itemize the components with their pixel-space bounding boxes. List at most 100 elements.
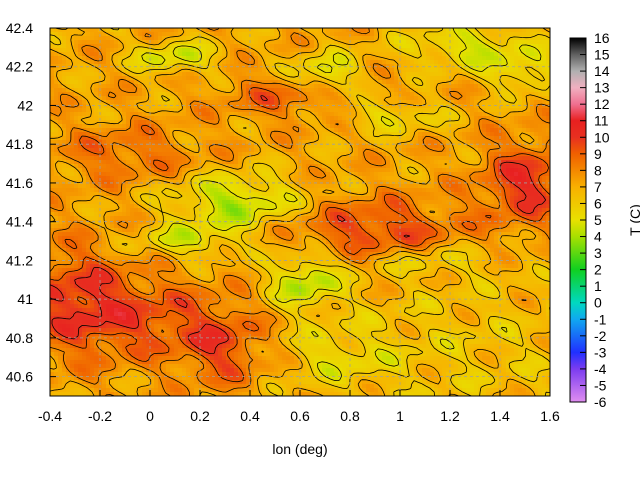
heat-cell <box>482 28 487 33</box>
heat-cell <box>342 184 347 189</box>
heat-cell <box>334 156 339 161</box>
heat-cell <box>462 60 467 65</box>
heat-cell <box>150 140 155 145</box>
heat-cell <box>182 112 187 117</box>
heat-cell <box>482 72 487 77</box>
heat-cell <box>450 176 455 181</box>
heat-cell <box>354 92 359 97</box>
heat-cell <box>270 112 275 117</box>
heat-cell <box>318 156 323 161</box>
heat-cell <box>78 92 83 97</box>
heat-cell <box>70 64 75 69</box>
heat-cell <box>146 140 151 145</box>
heat-cell <box>158 52 163 57</box>
heat-cell <box>314 172 319 177</box>
heat-cell <box>338 120 343 125</box>
heat-cell <box>390 56 395 61</box>
heat-cell <box>426 160 431 165</box>
heat-cell <box>222 160 227 165</box>
heat-cell <box>526 72 531 77</box>
heat-cell <box>146 56 151 61</box>
heat-cell <box>210 132 215 137</box>
heat-cell <box>418 176 423 181</box>
heat-cell <box>126 96 131 101</box>
heat-cell <box>490 56 495 61</box>
heat-cell <box>482 176 487 181</box>
heat-cell <box>222 96 227 101</box>
heat-cell <box>302 180 307 185</box>
heat-cell <box>178 52 183 57</box>
heat-cell <box>66 124 71 129</box>
heat-cell <box>486 152 491 157</box>
heat-cell <box>386 100 391 105</box>
heat-cell <box>294 68 299 73</box>
heat-cell <box>342 92 347 97</box>
heat-cell <box>342 124 347 129</box>
heat-cell <box>486 52 491 57</box>
heat-cell <box>326 148 331 153</box>
heat-cell <box>62 136 67 141</box>
heat-cell <box>242 132 247 137</box>
heat-cell <box>230 168 235 173</box>
heat-cell <box>66 52 71 57</box>
heat-cell <box>534 104 539 109</box>
heat-cell <box>322 172 327 177</box>
heat-cell <box>446 164 451 169</box>
heat-cell <box>214 64 219 69</box>
heat-cell <box>358 144 363 149</box>
heat-cell <box>398 144 403 149</box>
heat-cell <box>94 180 99 185</box>
heat-cell <box>462 160 467 165</box>
heat-cell <box>222 140 227 145</box>
heat-cell <box>526 164 531 169</box>
heat-cell <box>330 56 335 61</box>
heat-cell <box>206 132 211 137</box>
heat-cell <box>106 36 111 41</box>
heat-cell <box>134 148 139 153</box>
heat-cell <box>350 140 355 145</box>
heat-cell <box>386 44 391 49</box>
heat-cell <box>294 36 299 41</box>
heat-cell <box>418 52 423 57</box>
heat-cell <box>546 88 550 93</box>
heat-cell <box>142 84 147 89</box>
heat-cell <box>74 156 79 161</box>
heat-cell <box>266 92 271 97</box>
heat-cell <box>122 80 127 85</box>
heat-cell <box>170 168 175 173</box>
heat-cell <box>90 100 95 105</box>
heat-cell <box>98 96 103 101</box>
heat-cell <box>390 68 395 73</box>
heat-cell <box>222 52 227 57</box>
heat-cell <box>358 56 363 61</box>
heat-cell <box>406 72 411 77</box>
heat-cell <box>94 84 99 89</box>
heat-cell <box>346 68 351 73</box>
heat-cell <box>534 128 539 133</box>
heat-cell <box>346 76 351 81</box>
heat-cell <box>214 28 219 33</box>
heat-cell <box>122 176 127 181</box>
heat-cell <box>186 152 191 157</box>
heat-cell <box>454 152 459 157</box>
heat-cell <box>174 180 179 185</box>
heat-cell <box>398 108 403 113</box>
heat-cell <box>262 72 267 77</box>
heat-cell <box>290 176 295 181</box>
heat-cell <box>286 160 291 165</box>
heat-cell <box>310 72 315 77</box>
heat-cell <box>358 28 363 33</box>
heat-cell <box>542 156 547 161</box>
heat-cell <box>522 60 527 65</box>
heat-cell <box>134 120 139 125</box>
heat-cell <box>182 28 187 33</box>
heat-cell <box>458 176 463 181</box>
heat-cell <box>522 144 527 149</box>
heat-cell <box>274 152 279 157</box>
heat-cell <box>326 180 331 185</box>
heat-cell <box>186 72 191 77</box>
heat-cell <box>506 128 511 133</box>
heat-cell <box>314 68 319 73</box>
heat-cell <box>202 60 207 65</box>
heat-cell <box>150 108 155 113</box>
